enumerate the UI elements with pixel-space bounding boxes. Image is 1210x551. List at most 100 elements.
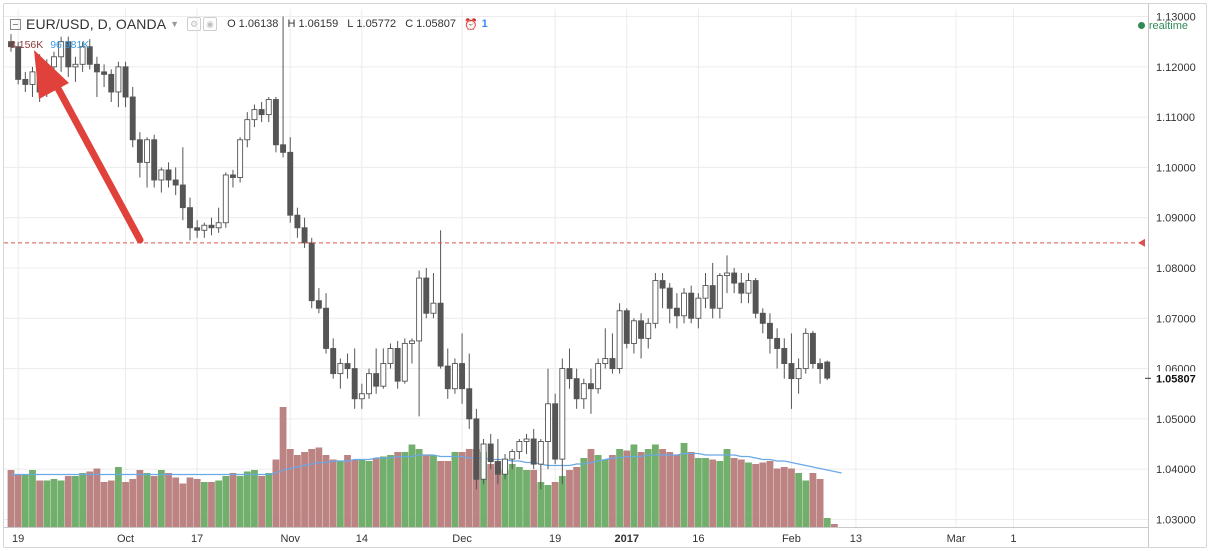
price-tick-label: 1.08000 <box>1156 263 1196 275</box>
candle-body <box>108 73 115 93</box>
price-tick-label: 1.07000 <box>1156 313 1196 325</box>
settings-icon[interactable]: ⚙ <box>187 17 202 31</box>
chart-frame: 1.13000 1.12000 1.11000 1.10000 1.09000 1.080… <box>3 3 1207 548</box>
candle-body <box>774 337 781 349</box>
horizontal-line[interactable] <box>4 238 1145 247</box>
last-price-label: 1.05807 <box>1156 373 1196 385</box>
volume-bar <box>623 450 631 527</box>
volume-bar <box>294 455 301 527</box>
volume-bar <box>601 459 609 527</box>
time-tick-label: 1 <box>1010 533 1016 545</box>
price-tick-label: 1.05000 <box>1156 414 1196 426</box>
price-tick-label: 1.04000 <box>1156 464 1196 476</box>
candle-body <box>444 365 451 390</box>
candle-body <box>552 403 559 460</box>
volume-bar <box>558 476 566 527</box>
time-tick-label: 13 <box>850 533 862 545</box>
volume-bar <box>716 461 724 527</box>
volume-bar <box>143 473 151 527</box>
candle-body <box>566 368 573 380</box>
time-tick-label: Dec <box>452 533 472 545</box>
candle-body <box>745 280 752 294</box>
volume-bar <box>594 455 602 527</box>
open-key: O <box>227 18 236 30</box>
volume-bar <box>587 449 595 527</box>
volume-bar <box>680 443 688 527</box>
volume-bar <box>487 464 495 527</box>
volume-bar <box>759 462 767 527</box>
candle-body <box>487 443 494 463</box>
volume-bar <box>673 455 681 527</box>
candle-body <box>265 99 272 116</box>
candle-body <box>308 242 315 302</box>
candle-body <box>494 461 501 475</box>
candle-body <box>559 368 566 460</box>
volume-bar <box>501 470 509 527</box>
volume-bar <box>745 462 752 527</box>
candle-body <box>8 41 14 48</box>
volume-bar <box>358 459 366 527</box>
price-tick-label: 1.10000 <box>1156 162 1196 174</box>
volume-bar <box>809 473 817 527</box>
volume-bar <box>773 468 781 527</box>
volume-bar <box>737 459 745 527</box>
axes: 1.13000 1.12000 1.11000 1.10000 1.09000 1.080… <box>4 4 1203 547</box>
candle-body <box>702 285 709 299</box>
high-key: H <box>287 18 296 30</box>
chevron-down-icon[interactable]: ▼ <box>170 19 180 29</box>
candle-body <box>330 348 337 375</box>
realtime-label: realtime <box>1148 20 1188 32</box>
arrow-head <box>34 50 69 99</box>
price-tick-label: 1.11000 <box>1156 112 1195 124</box>
volume-bar <box>788 468 795 527</box>
volume-bar <box>372 458 380 527</box>
hide-icon[interactable]: ◉ <box>203 17 218 31</box>
candle-body <box>136 139 143 163</box>
volume-bar <box>609 455 616 527</box>
alert-count[interactable]: 1 <box>481 18 488 30</box>
volume-ma-value: 96.981K <box>50 39 90 51</box>
candle-body <box>695 297 702 319</box>
volume-bar <box>766 461 774 527</box>
volume-bar <box>644 449 652 527</box>
candle-body <box>580 383 587 400</box>
volume-bar <box>43 480 51 527</box>
collapse-toggle[interactable] <box>10 18 21 30</box>
candle-body <box>767 322 773 339</box>
volume-bar <box>637 452 645 527</box>
candle-body <box>65 41 72 68</box>
candle-body <box>602 358 609 365</box>
candle-body <box>688 292 695 319</box>
volume-bar <box>165 473 172 527</box>
volume-bar <box>573 467 581 527</box>
price-chart[interactable]: 1.13000 1.12000 1.11000 1.10000 1.09000 1.080… <box>4 4 1206 547</box>
candle-body <box>630 320 637 344</box>
volume-bar <box>243 471 251 527</box>
volume-bar <box>752 464 760 527</box>
candle-body <box>287 151 294 216</box>
volume-bar <box>430 455 437 527</box>
candle-body <box>144 139 150 163</box>
volume-bar <box>14 474 22 527</box>
volume-bar <box>64 476 72 527</box>
candle-body <box>716 275 723 309</box>
candle-body <box>824 361 831 379</box>
candle-body <box>817 363 824 370</box>
candle-body <box>545 403 551 442</box>
volume-bar <box>616 449 623 527</box>
volume-legend: 8.156K 96.981K <box>10 39 89 51</box>
candle-body <box>115 66 122 93</box>
alarm-clock-icon[interactable]: ⏰ <box>463 18 478 31</box>
symbol-title[interactable]: EUR/USD, D, OANDA <box>26 16 167 32</box>
volume-bar <box>129 479 137 527</box>
candle-body <box>588 383 594 390</box>
candle-body <box>337 363 344 375</box>
volume-bar <box>723 449 731 527</box>
last-price-box <box>1149 371 1203 386</box>
candle-body <box>659 280 666 289</box>
annotation-arrow <box>34 50 144 244</box>
volume-bar <box>79 473 86 527</box>
candle-body <box>380 363 387 387</box>
volume-ma-line <box>11 452 842 476</box>
volume-bar <box>222 476 230 527</box>
